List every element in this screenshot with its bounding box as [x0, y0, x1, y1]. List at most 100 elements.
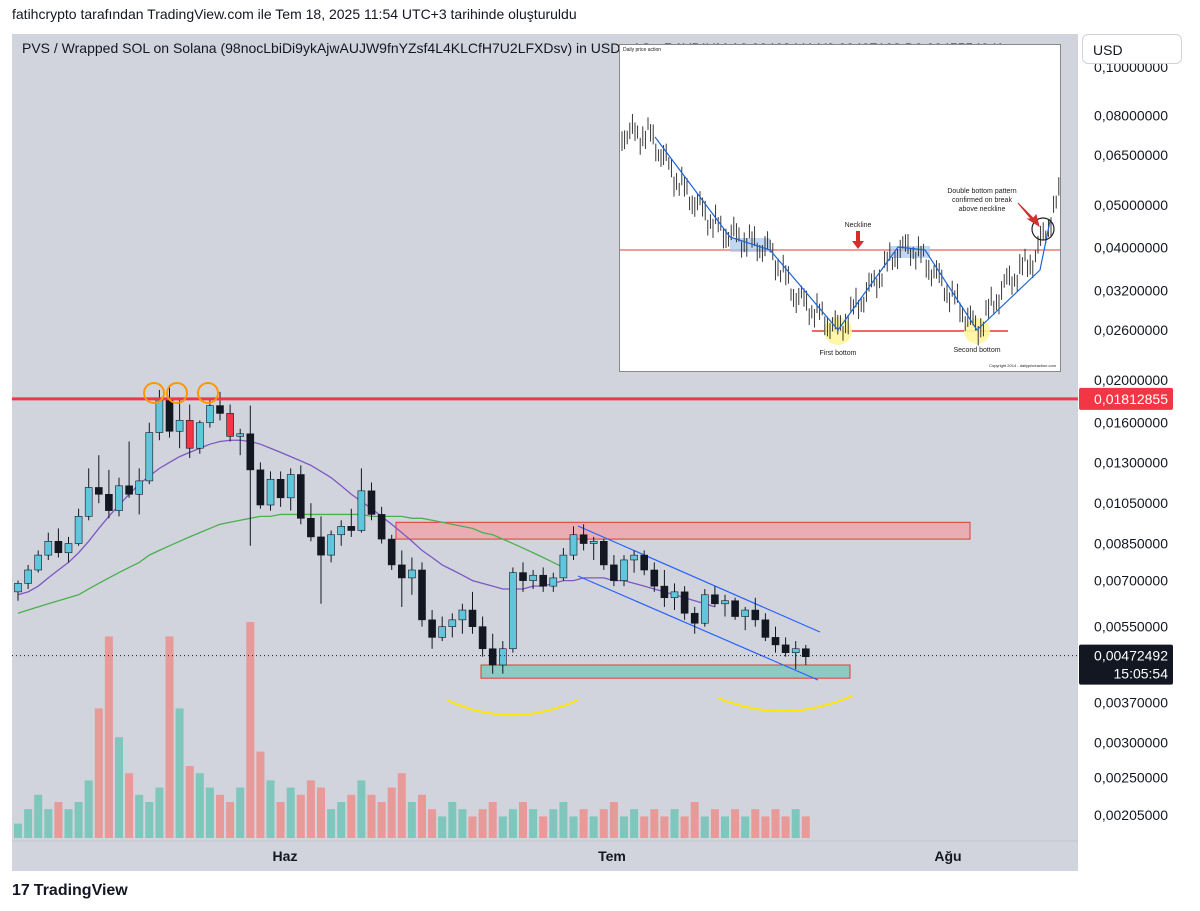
last-price-tag [1079, 644, 1173, 685]
price-tick-label: 0,06500000 [1094, 147, 1168, 163]
currency-button[interactable]: USD [1082, 34, 1182, 64]
candle-body [620, 559, 628, 581]
candle-body [206, 405, 214, 424]
candle-body [175, 420, 184, 432]
top-marker-circle[interactable] [166, 382, 188, 404]
candle-body [115, 485, 123, 511]
candle-body [761, 619, 770, 638]
candle-body [307, 518, 315, 538]
candle-body [246, 433, 255, 471]
top-marker-circle[interactable] [143, 382, 165, 404]
candle-body [549, 577, 558, 587]
volume-bar [266, 780, 275, 838]
candle-body [367, 490, 376, 515]
volume-bar [781, 816, 790, 838]
volume-bar [428, 809, 437, 838]
candle-body [196, 422, 204, 449]
level-price-label: 0,01812855 [1094, 391, 1168, 407]
volume-bar [478, 809, 487, 838]
channel-lower-line[interactable] [577, 575, 819, 681]
volume-bar [14, 823, 22, 838]
top-marker-circle[interactable] [197, 382, 219, 404]
candle-body [509, 572, 517, 650]
volume-bar [306, 780, 315, 838]
candle-body [74, 516, 83, 544]
volume-bar [155, 787, 164, 838]
volume-bar [44, 809, 53, 838]
volume-bar [640, 816, 649, 838]
volume-bar [205, 787, 214, 838]
volume-bar [256, 751, 265, 838]
bottom-arc-1[interactable] [446, 699, 579, 716]
volume-bar [104, 636, 113, 838]
volume-bar [589, 816, 598, 838]
volume-bar [508, 809, 517, 838]
candle-body [408, 569, 416, 579]
price-tick-label: 0,02600000 [1094, 322, 1168, 338]
ma-slow-line [17, 513, 564, 614]
volume-bar [710, 809, 719, 838]
volume-bar [559, 802, 568, 838]
volume-bar [195, 773, 204, 838]
candle-body [700, 594, 709, 624]
candle-body [276, 478, 285, 499]
volume-bar [276, 802, 285, 838]
volume-bar [680, 816, 689, 838]
candle-body [670, 591, 679, 599]
candle-body [519, 572, 527, 581]
volume-bar [337, 802, 346, 838]
double-bottom-inset: Daily price action Neckline Double bottom … [619, 44, 1061, 372]
volume-bar [74, 802, 83, 838]
inset-break-circle [1031, 217, 1055, 241]
candle-body [458, 609, 467, 621]
support-zone[interactable] [480, 664, 851, 679]
volume-bar [569, 816, 578, 838]
inset-break-arrow [1017, 202, 1040, 228]
inset-trend-lines [654, 136, 1051, 331]
candle-body [529, 574, 537, 581]
volume-bar [246, 622, 255, 838]
candle-body [569, 534, 578, 556]
volume-bar [165, 636, 174, 838]
volume-bar [24, 809, 33, 838]
bottom-arc-2[interactable] [717, 695, 853, 712]
candle-body [44, 540, 53, 556]
price-tick-label: 0,00700000 [1094, 573, 1168, 589]
inset-second-bottom-label: Second bottom [953, 347, 1000, 354]
volume-bar [751, 809, 760, 838]
candle-body [64, 543, 73, 554]
time-axis[interactable] [12, 841, 1078, 871]
price-axis[interactable] [1078, 34, 1188, 871]
volume-bar [407, 802, 416, 838]
candle-body [397, 564, 406, 579]
candle-body [579, 534, 588, 544]
volume-bar [620, 816, 628, 838]
price-tick-label: 0,00300000 [1094, 734, 1168, 750]
tradingview-brand: 17 TradingView [12, 882, 128, 900]
inset-copyright: Copyright 2014 - dailypriceaction.com [989, 363, 1057, 368]
volume-bar [448, 802, 457, 838]
volume-bar [731, 809, 740, 838]
channel-upper-line[interactable] [577, 525, 821, 633]
candle-body [630, 554, 638, 561]
candle-body [711, 594, 719, 605]
volume-bar [771, 809, 780, 838]
candle-body [165, 399, 174, 432]
last-price-label: 0,00472492 [1094, 648, 1168, 664]
volume-bar [721, 816, 729, 838]
volume-bar [700, 816, 709, 838]
price-tick-label: 0,00250000 [1094, 769, 1168, 785]
candle-body [236, 433, 244, 437]
price-tick-label: 0,01300000 [1094, 454, 1168, 470]
volume-bar [609, 802, 618, 838]
candle-body [801, 648, 810, 657]
volume-bar [34, 794, 43, 838]
candle-body [751, 609, 760, 621]
candle-body [145, 432, 154, 482]
volume-bar [650, 809, 659, 838]
candle-body [418, 569, 426, 621]
resistance-zone[interactable] [395, 521, 971, 540]
candle-body [589, 540, 598, 544]
candle-body [731, 600, 739, 617]
